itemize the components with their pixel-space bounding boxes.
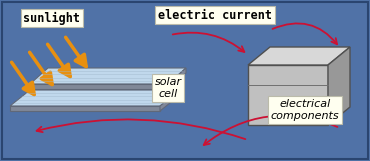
Polygon shape — [160, 90, 180, 111]
Polygon shape — [168, 68, 186, 89]
Polygon shape — [30, 84, 168, 89]
Text: electric current: electric current — [158, 9, 272, 22]
Polygon shape — [10, 90, 180, 106]
Text: sunlight: sunlight — [24, 11, 81, 24]
Polygon shape — [30, 68, 186, 84]
Polygon shape — [248, 65, 328, 125]
Text: solar
cell: solar cell — [154, 77, 182, 99]
Polygon shape — [328, 47, 350, 125]
Polygon shape — [248, 47, 350, 65]
Polygon shape — [10, 106, 160, 111]
Text: electrical
components: electrical components — [271, 99, 339, 121]
